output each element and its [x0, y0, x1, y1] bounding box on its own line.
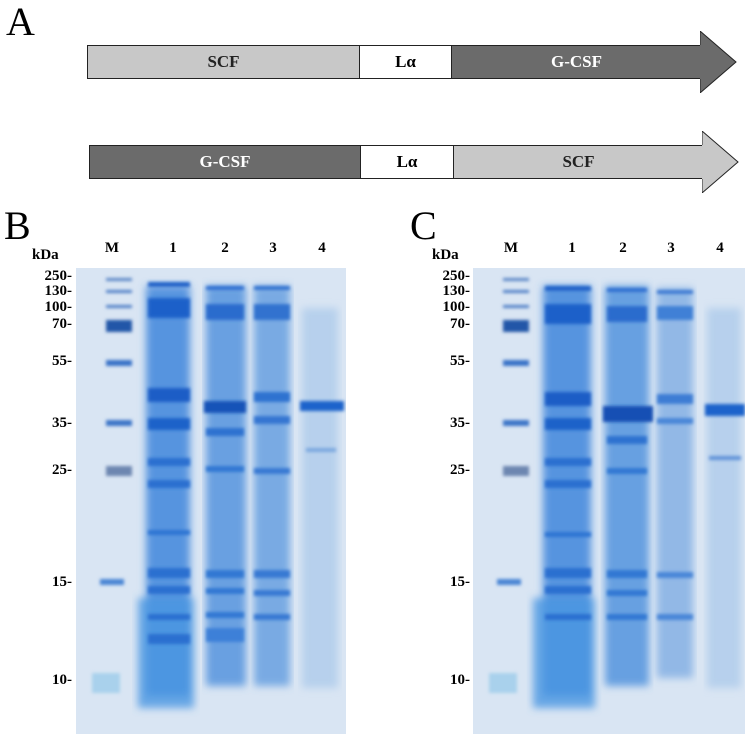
lane-2-bands — [204, 286, 246, 642]
mw-marker-15: 15- — [52, 574, 72, 590]
mw-marker-250: 250- — [44, 268, 73, 284]
mw-marker-10: 10- — [450, 672, 470, 688]
mw-marker-10: 10- — [52, 672, 72, 688]
lane-2-smear — [206, 286, 246, 686]
lane-label-1: 1 — [568, 240, 576, 256]
mw-marker-130: 130- — [442, 283, 471, 299]
lane-1-bands — [148, 282, 190, 644]
gel-image-b — [76, 268, 346, 734]
lane-m-bands — [489, 278, 529, 693]
mw-marker-55: 55- — [52, 353, 72, 369]
mw-marker-100: 100- — [44, 299, 73, 315]
panel-label-a: A — [6, 0, 35, 44]
arrowhead-icon — [702, 131, 739, 193]
segment-gcsf: G-CSF — [89, 145, 361, 179]
mw-marker-55: 55- — [450, 353, 470, 369]
segment-label: Lα — [396, 152, 418, 171]
segment-scf: SCF — [87, 45, 360, 79]
lane-4-smear — [302, 308, 338, 688]
segment-label: Lα — [395, 52, 416, 71]
segment-label: G-CSF — [199, 152, 251, 171]
arrowhead-icon — [700, 31, 737, 93]
gel-bands-c — [473, 268, 745, 734]
mw-marker-35: 35- — [52, 415, 72, 431]
panel-label-c: C — [410, 203, 437, 248]
lane-2-bands — [603, 288, 653, 620]
construct-gcsf-la-scf: G-CSF Lα SCF — [0, 131, 747, 193]
lane-4-bands — [705, 404, 745, 460]
mw-marker-35: 35- — [450, 415, 470, 431]
segment-scf: SCF — [453, 145, 703, 179]
mw-marker-25: 25- — [52, 462, 72, 478]
mw-marker-70: 70- — [52, 316, 72, 332]
segment-linker: Lα — [359, 45, 452, 79]
mw-marker-250: 250- — [442, 268, 471, 284]
segment-gcsf: G-CSF — [451, 45, 701, 79]
lane-label-2: 2 — [619, 240, 627, 256]
kda-label: kDa — [432, 247, 459, 263]
lane-label-3: 3 — [667, 240, 675, 256]
lane-label-m: M — [104, 240, 120, 256]
segment-label: SCF — [562, 152, 595, 171]
mw-marker-15: 15- — [450, 574, 470, 590]
lane-label-4: 4 — [318, 240, 326, 256]
gel-image-c — [473, 268, 745, 734]
lane-label-2: 2 — [221, 240, 229, 256]
lane-3-smear — [657, 288, 693, 678]
lane-1-bands — [545, 286, 591, 620]
lane-label-1: 1 — [169, 240, 177, 256]
lane-3-bands — [254, 286, 290, 620]
segment-linker: Lα — [360, 145, 454, 179]
mw-marker-100: 100- — [442, 299, 471, 315]
lane-3-bands — [657, 290, 693, 620]
kda-label: kDa — [32, 247, 59, 263]
lane-4-smear — [707, 308, 741, 688]
lane-m-bands — [92, 278, 132, 693]
lane-2-smear — [605, 286, 649, 686]
lane-label-3: 3 — [269, 240, 277, 256]
lane-label-m: M — [503, 240, 519, 256]
lane-label-4: 4 — [716, 240, 724, 256]
panel-label-b: B — [4, 203, 31, 248]
segment-label: SCF — [207, 52, 240, 71]
lane-3-smear — [254, 286, 290, 686]
mw-marker-130: 130- — [44, 283, 73, 299]
gel-bands-b — [76, 268, 346, 734]
lane-4-bands — [300, 401, 344, 452]
mw-marker-25: 25- — [450, 462, 470, 478]
segment-label: G-CSF — [551, 52, 602, 71]
construct-scf-la-gcsf: SCF Lα G-CSF — [0, 31, 747, 93]
lane-1-smear — [138, 286, 194, 708]
mw-marker-70: 70- — [450, 316, 470, 332]
